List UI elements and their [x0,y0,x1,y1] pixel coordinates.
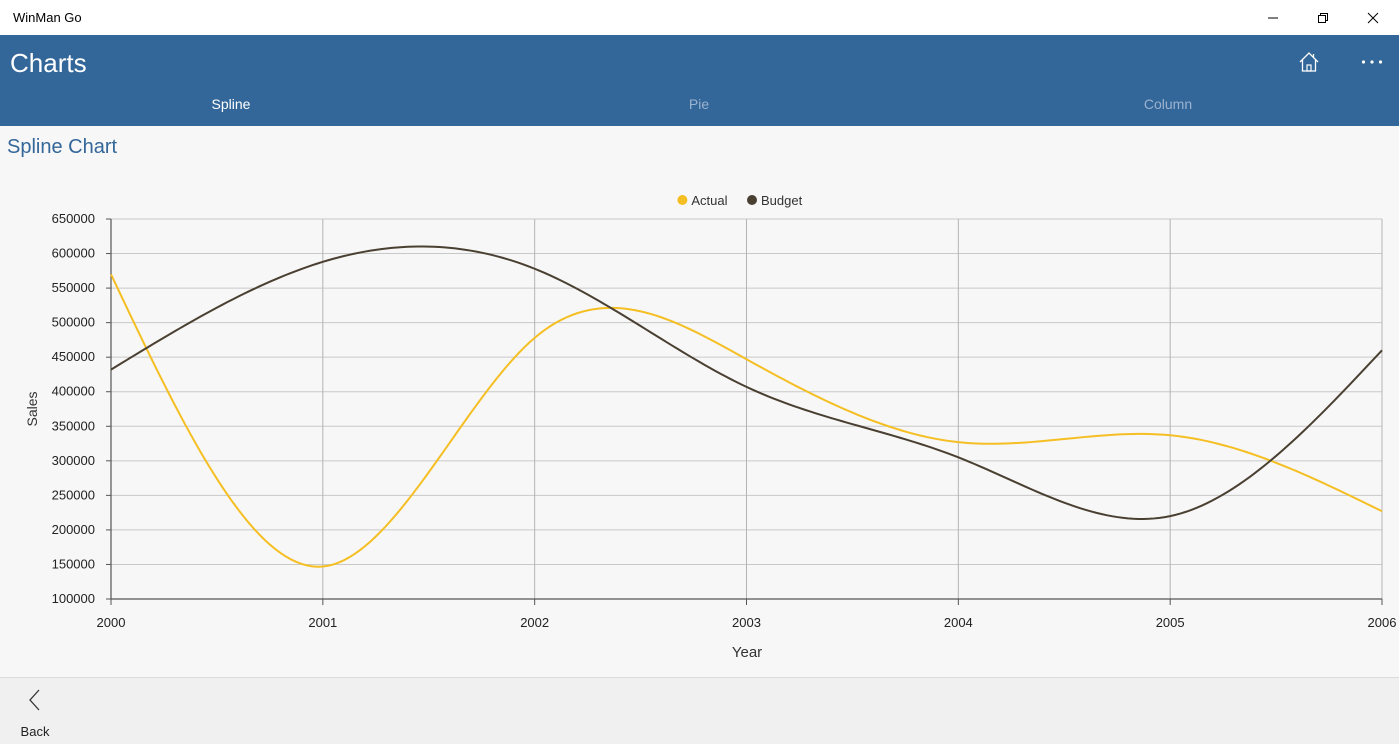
y-tick-label: 350000 [52,418,95,433]
legend-label-budget: Budget [761,193,803,208]
legend-label-actual: Actual [691,193,727,208]
y-tick-label: 100000 [52,591,95,606]
y-tick-label: 400000 [52,384,95,399]
y-tick-label: 200000 [52,522,95,537]
back-button[interactable]: Back [14,686,56,739]
spline-chart: 100000 150000 200000 250000 300000 350000 4000… [24,193,1397,661]
y-axis-label: Sales [24,391,40,426]
x-tick-label: 2000 [97,615,126,630]
restore-button[interactable] [1300,0,1346,35]
x-tick-label: 2006 [1368,615,1397,630]
y-tick-label: 300000 [52,453,95,468]
tab-spline[interactable]: Spline [211,96,251,112]
x-tick-label: 2004 [944,615,973,630]
tab-pie[interactable]: Pie [688,96,710,112]
more-button[interactable] [1352,47,1392,77]
x-tick-label: 2002 [520,615,549,630]
chart-legend: Actual Budget [677,193,803,208]
y-tick-label: 150000 [52,556,95,571]
legend-marker-actual [677,195,688,205]
close-button[interactable] [1350,0,1396,35]
y-tick-label: 450000 [52,349,95,364]
home-icon [1299,52,1319,72]
minimize-button[interactable] [1250,0,1296,35]
y-tick-label: 650000 [52,211,95,226]
home-button[interactable] [1289,47,1329,77]
x-tick-label: 2003 [732,615,761,630]
more-icon [1361,60,1383,64]
chart-grid [110,218,1383,600]
chart-heading: Spline Chart [7,136,118,158]
y-tick-label: 250000 [52,487,95,502]
title-bar: WinMan Go [0,0,1399,35]
app-footer: Back [0,677,1399,744]
y-axis-ticks: 100000 150000 200000 250000 300000 350000 4000… [52,211,111,606]
x-tick-label: 2005 [1156,615,1185,630]
x-axis-ticks: 2000 2001 2002 2003 2004 2005 2006 [97,599,1397,630]
x-axis-label: Year [732,644,762,661]
series-line-budget [110,245,1383,520]
app-header: Charts Spline Pie Column [0,35,1399,126]
restore-icon [1318,12,1328,23]
app-title: WinMan Go [13,10,82,25]
back-arrow-icon [29,689,40,711]
y-tick-label: 600000 [52,246,95,261]
series-line-actual [110,273,1383,568]
close-icon [1367,12,1379,23]
tab-column[interactable]: Column [1143,96,1193,112]
y-tick-label: 550000 [52,280,95,295]
chart-series [110,245,1383,568]
y-tick-label: 500000 [52,315,95,330]
legend-marker-budget [747,195,757,205]
back-label: Back [20,724,50,739]
page-title: Charts [10,48,87,78]
x-tick-label: 2001 [308,615,337,630]
minimize-icon [1268,17,1278,18]
